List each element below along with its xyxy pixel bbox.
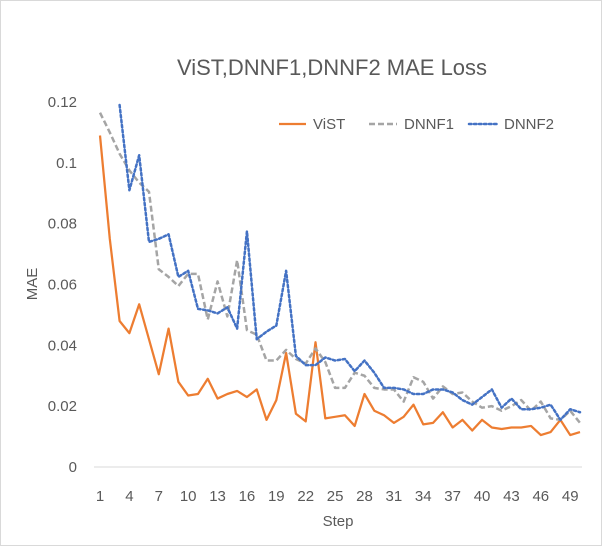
legend-label-vist: ViST xyxy=(313,116,345,133)
series-line-vist xyxy=(98,135,581,437)
x-tick-label: 1 xyxy=(96,488,104,505)
chart-title: ViST,DNNF1,DNNF2 MAE Loss xyxy=(177,55,487,80)
x-tick-label: 28 xyxy=(356,488,373,505)
x-tick-label: 22 xyxy=(297,488,314,505)
y-tick-label: 0.08 xyxy=(48,216,77,233)
y-tick-label: 0.1 xyxy=(56,155,77,172)
x-tick-label: 49 xyxy=(562,488,579,505)
series-group xyxy=(98,103,582,437)
legend-label-dnnf2: DNNF2 xyxy=(504,116,554,133)
x-tick-label: 34 xyxy=(415,488,432,505)
y-tick-labels: 0 0.02 0.04 0.06 0.08 0.1 0.12 xyxy=(48,94,77,476)
y-tick-label: 0.02 xyxy=(48,398,77,415)
x-tick-label: 43 xyxy=(503,488,520,505)
y-tick-label: 0 xyxy=(69,459,77,476)
x-tick-label: 7 xyxy=(155,488,163,505)
legend: ViST DNNF1 DNNF2 xyxy=(279,116,554,133)
y-axis-title: MAE xyxy=(24,268,41,301)
y-tick-label: 0.04 xyxy=(48,337,77,354)
x-axis-title: Step xyxy=(323,513,354,530)
x-tick-label: 25 xyxy=(327,488,344,505)
x-tick-label: 37 xyxy=(444,488,461,505)
y-tick-label: 0.06 xyxy=(48,277,77,294)
x-tick-label: 4 xyxy=(125,488,133,505)
x-tick-label: 40 xyxy=(474,488,491,505)
x-tick-label: 46 xyxy=(532,488,549,505)
x-tick-label: 16 xyxy=(239,488,256,505)
x-tick-label: 31 xyxy=(386,488,403,505)
x-tick-label: 13 xyxy=(209,488,226,505)
series-line-dnnf1 xyxy=(98,112,581,424)
x-tick-labels: 1 4 7 10 13 16 19 22 25 28 31 34 37 40 43 46 49 xyxy=(96,488,579,505)
legend-label-dnnf1: DNNF1 xyxy=(404,116,454,133)
series-line-dnnf2 xyxy=(118,103,582,422)
x-tick-label: 10 xyxy=(180,488,197,505)
x-tick-label: 19 xyxy=(268,488,285,505)
y-tick-label: 0.12 xyxy=(48,94,77,111)
